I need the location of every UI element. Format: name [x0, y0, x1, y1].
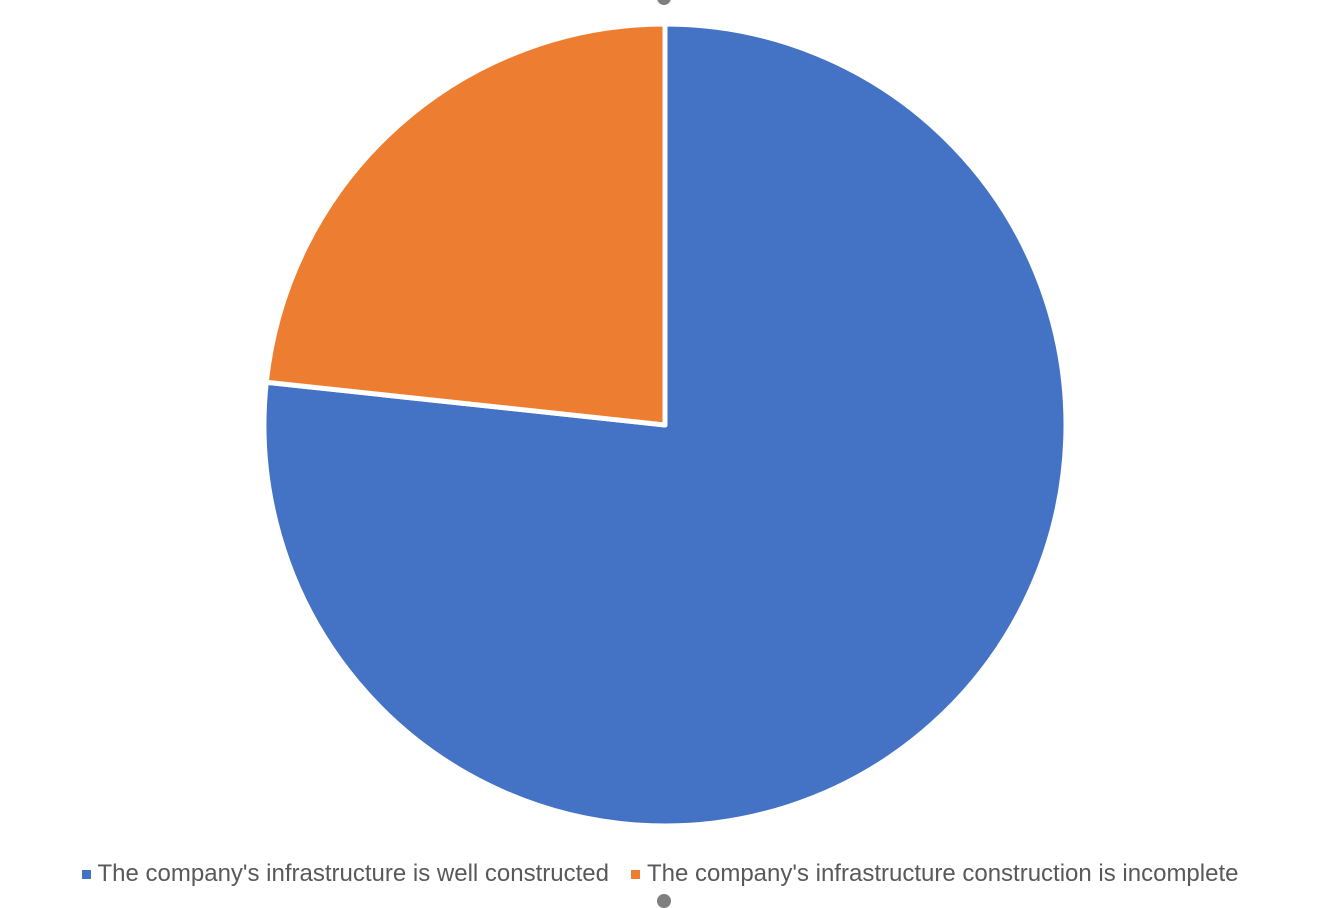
pie-slice-incomplete[interactable] [263, 21, 668, 428]
legend: The company's infrastructure is well con… [0, 856, 1320, 892]
legend-entry-incomplete[interactable]: The company's infrastructure constructio… [630, 860, 1239, 888]
chart-resize-handle-top[interactable] [657, 0, 671, 5]
chart-resize-handle-bottom[interactable] [657, 894, 671, 908]
legend-label-well-constructed: The company's infrastructure is well con… [97, 860, 609, 887]
legend-label-incomplete: The company's infrastructure constructio… [646, 860, 1239, 887]
legend-swatch-well-constructed [81, 869, 91, 879]
legend-entry-well-constructed[interactable]: The company's infrastructure is well con… [81, 860, 609, 888]
legend-swatch-incomplete [630, 869, 640, 879]
